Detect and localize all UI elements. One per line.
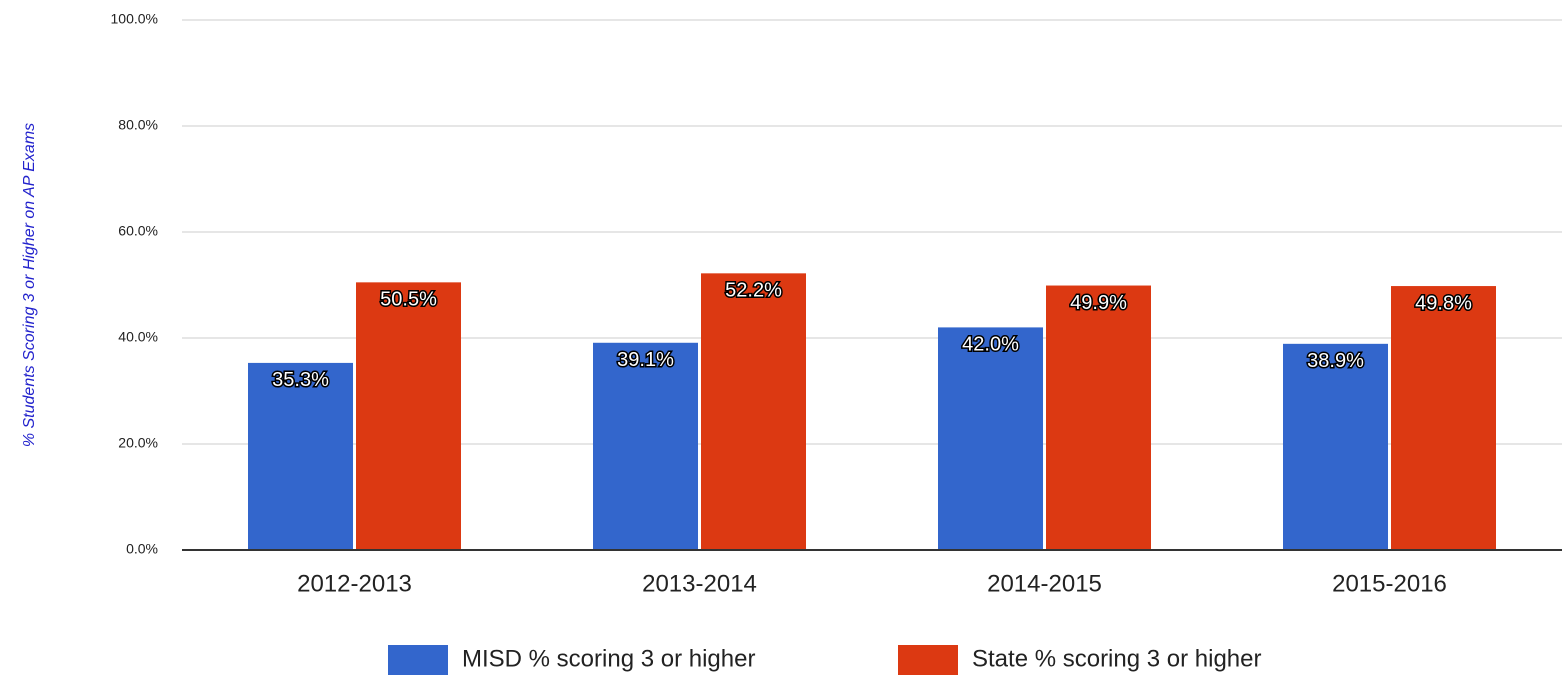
y-tick-label: 60.0% [118,223,158,239]
bar [356,282,461,550]
bar [1391,286,1496,550]
value-label: 49.9% [1070,292,1127,314]
y-tick-label: 20.0% [118,435,158,451]
value-label: 49.8% [1415,292,1472,314]
x-tick-label: 2012-2013 [297,570,412,597]
y-tick-label: 80.0% [118,117,158,133]
x-tick-label: 2015-2016 [1332,570,1447,597]
value-label: 50.5% [380,289,437,311]
bar [701,273,806,550]
legend-label: MISD % scoring 3 or higher [462,645,755,672]
bar [248,362,353,550]
legend-swatch [388,645,448,675]
value-label: 35.3% [272,369,329,391]
y-tick-label: 40.0% [118,329,158,345]
bar [938,327,1043,550]
y-axis-label: % Students Scoring 3 or Higher on AP Exa… [21,123,38,447]
y-tick-label: 100.0% [111,11,158,27]
x-tick-label: 2014-2015 [987,570,1102,597]
x-tick-label: 2013-2014 [642,570,757,597]
bar [1283,343,1388,550]
value-label: 42.0% [962,334,1019,356]
bar [593,342,698,550]
y-tick-label: 0.0% [126,541,158,557]
value-label: 39.1% [617,349,674,371]
legend-swatch [898,645,958,675]
value-label: 38.9% [1307,350,1364,372]
bar [1046,285,1151,550]
legend-label: State % scoring 3 or higher [972,645,1262,672]
value-label: 52.2% [725,280,782,302]
